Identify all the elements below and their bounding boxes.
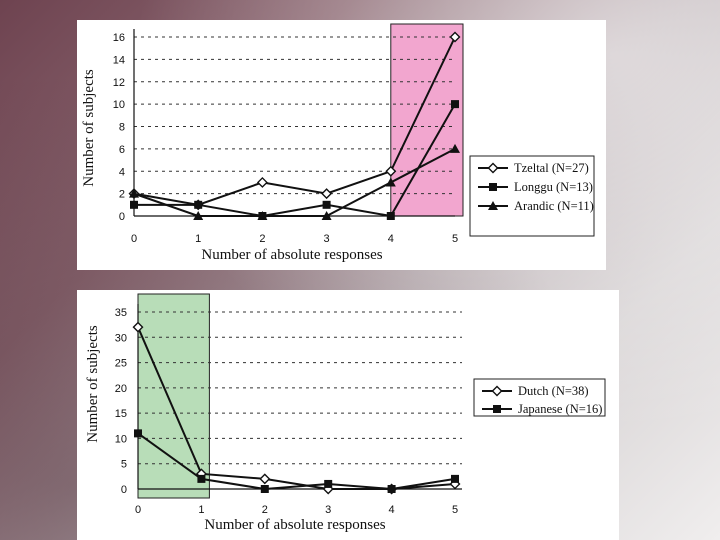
y-tick-label: 35 xyxy=(115,307,127,319)
y-tick-label: 8 xyxy=(119,122,125,134)
y-tick-label: 20 xyxy=(115,383,127,395)
data-point xyxy=(321,188,333,200)
data-point xyxy=(193,211,204,220)
chart-bottom: 0 5 10 15 20 25 30 35 0 1 2 3 4 5 Number of absolute r… xyxy=(85,293,606,533)
data-point xyxy=(387,485,396,493)
data-point xyxy=(322,200,331,209)
x-tick-label: 3 xyxy=(324,233,330,245)
data-point xyxy=(324,479,333,488)
x-tick-label: 1 xyxy=(198,504,204,516)
legend-label: Tzeltal (N=27) xyxy=(514,161,589,175)
x-axis-title: Number of absolute responses xyxy=(201,247,382,263)
data-point xyxy=(256,176,268,188)
x-tick-label: 4 xyxy=(389,504,395,516)
legend-label: Longgu (N=13) xyxy=(514,180,593,194)
data-point xyxy=(134,429,142,438)
data-point xyxy=(130,200,138,209)
data-point xyxy=(449,31,461,43)
legend-label: Dutch (N=38) xyxy=(518,384,589,398)
y-tick-label: 10 xyxy=(115,433,127,445)
series-line xyxy=(133,147,456,217)
y-tick-label: 2 xyxy=(119,189,125,201)
series-line xyxy=(133,36,456,206)
legend-label: Arandic (N=11) xyxy=(514,199,594,213)
y-tick-label: 12 xyxy=(113,77,125,89)
x-tick-label: 5 xyxy=(452,233,458,245)
legend-marker xyxy=(488,201,498,210)
y-tick-label: 14 xyxy=(113,54,125,66)
data-point xyxy=(257,211,268,220)
y-axis-title: Number of subjects xyxy=(81,69,97,187)
data-point xyxy=(451,474,459,483)
data-point xyxy=(260,485,269,493)
x-tick-label: 4 xyxy=(388,233,394,245)
x-tick-label: 2 xyxy=(259,233,265,245)
x-tick-label: 2 xyxy=(262,504,268,516)
y-tick-label: 25 xyxy=(115,358,127,370)
data-point xyxy=(197,474,206,483)
legend-marker xyxy=(489,183,497,191)
x-tick-label: 0 xyxy=(135,504,141,516)
data-point xyxy=(385,177,396,187)
x-tick-label: 0 xyxy=(131,233,137,245)
legend-label: Japanese (N=16) xyxy=(518,402,602,416)
y-tick-label: 15 xyxy=(115,408,127,420)
chart-panel-bottom: 0 5 10 15 20 25 30 35 0 1 2 3 4 5 Number of absolute r… xyxy=(77,290,619,540)
highlight-band xyxy=(390,23,464,217)
legend-marker xyxy=(487,162,499,174)
data-point xyxy=(451,100,459,109)
legend-marker xyxy=(493,405,501,413)
data-point xyxy=(385,165,397,177)
x-tick-label: 3 xyxy=(325,504,331,516)
x-axis-title: Number of absolute responses xyxy=(204,517,385,533)
x-tick-label: 5 xyxy=(452,504,458,516)
x-tick-label: 1 xyxy=(195,233,201,245)
legend-box xyxy=(473,378,606,417)
series-line xyxy=(137,432,456,491)
y-tick-label: 4 xyxy=(119,166,125,178)
data-point xyxy=(386,212,395,220)
y-tick-label: 16 xyxy=(113,32,125,44)
chart-panel-top: 0 2 4 6 8 10 12 14 16 0 1 2 3 4 5 Number of absolute re… xyxy=(77,20,606,270)
y-axis-title: Number of subjects xyxy=(85,325,101,443)
y-tick-label: 6 xyxy=(119,144,125,156)
data-point xyxy=(321,211,332,220)
data-point xyxy=(194,200,203,209)
legend-marker xyxy=(491,385,503,397)
y-tick-label: 0 xyxy=(119,211,125,223)
data-point xyxy=(259,473,271,485)
legend-box xyxy=(469,155,595,237)
data-point xyxy=(132,321,144,333)
data-point xyxy=(450,143,460,153)
y-tick-label: 5 xyxy=(121,459,127,471)
y-tick-label: 10 xyxy=(113,99,125,111)
series-line xyxy=(134,103,456,218)
y-tick-label: 30 xyxy=(115,332,127,344)
y-tick-label: 0 xyxy=(121,484,127,496)
data-point xyxy=(129,188,139,198)
